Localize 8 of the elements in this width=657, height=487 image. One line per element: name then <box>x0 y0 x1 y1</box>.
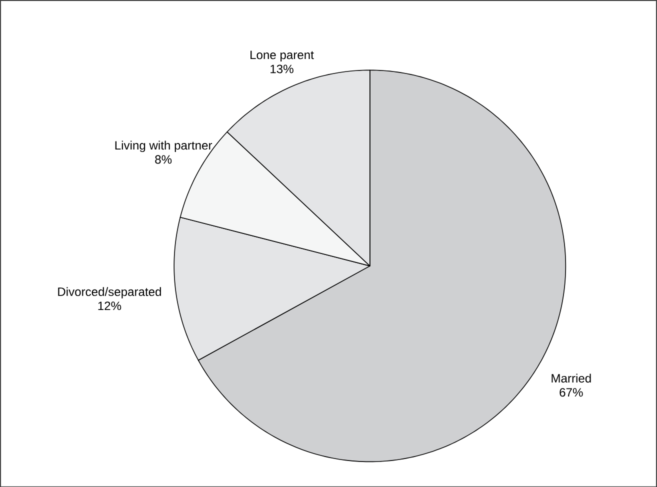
data-label: 67% <box>560 388 583 396</box>
data-label: 13% <box>270 64 294 74</box>
data-label: 8% <box>155 154 172 164</box>
slice-label: Married <box>552 374 591 382</box>
data-label: 12% <box>98 301 122 310</box>
slice-label: Divorced/separated <box>58 286 161 298</box>
slice-label: Living with partner <box>115 140 212 152</box>
slice-label: Lone parent <box>250 50 314 62</box>
